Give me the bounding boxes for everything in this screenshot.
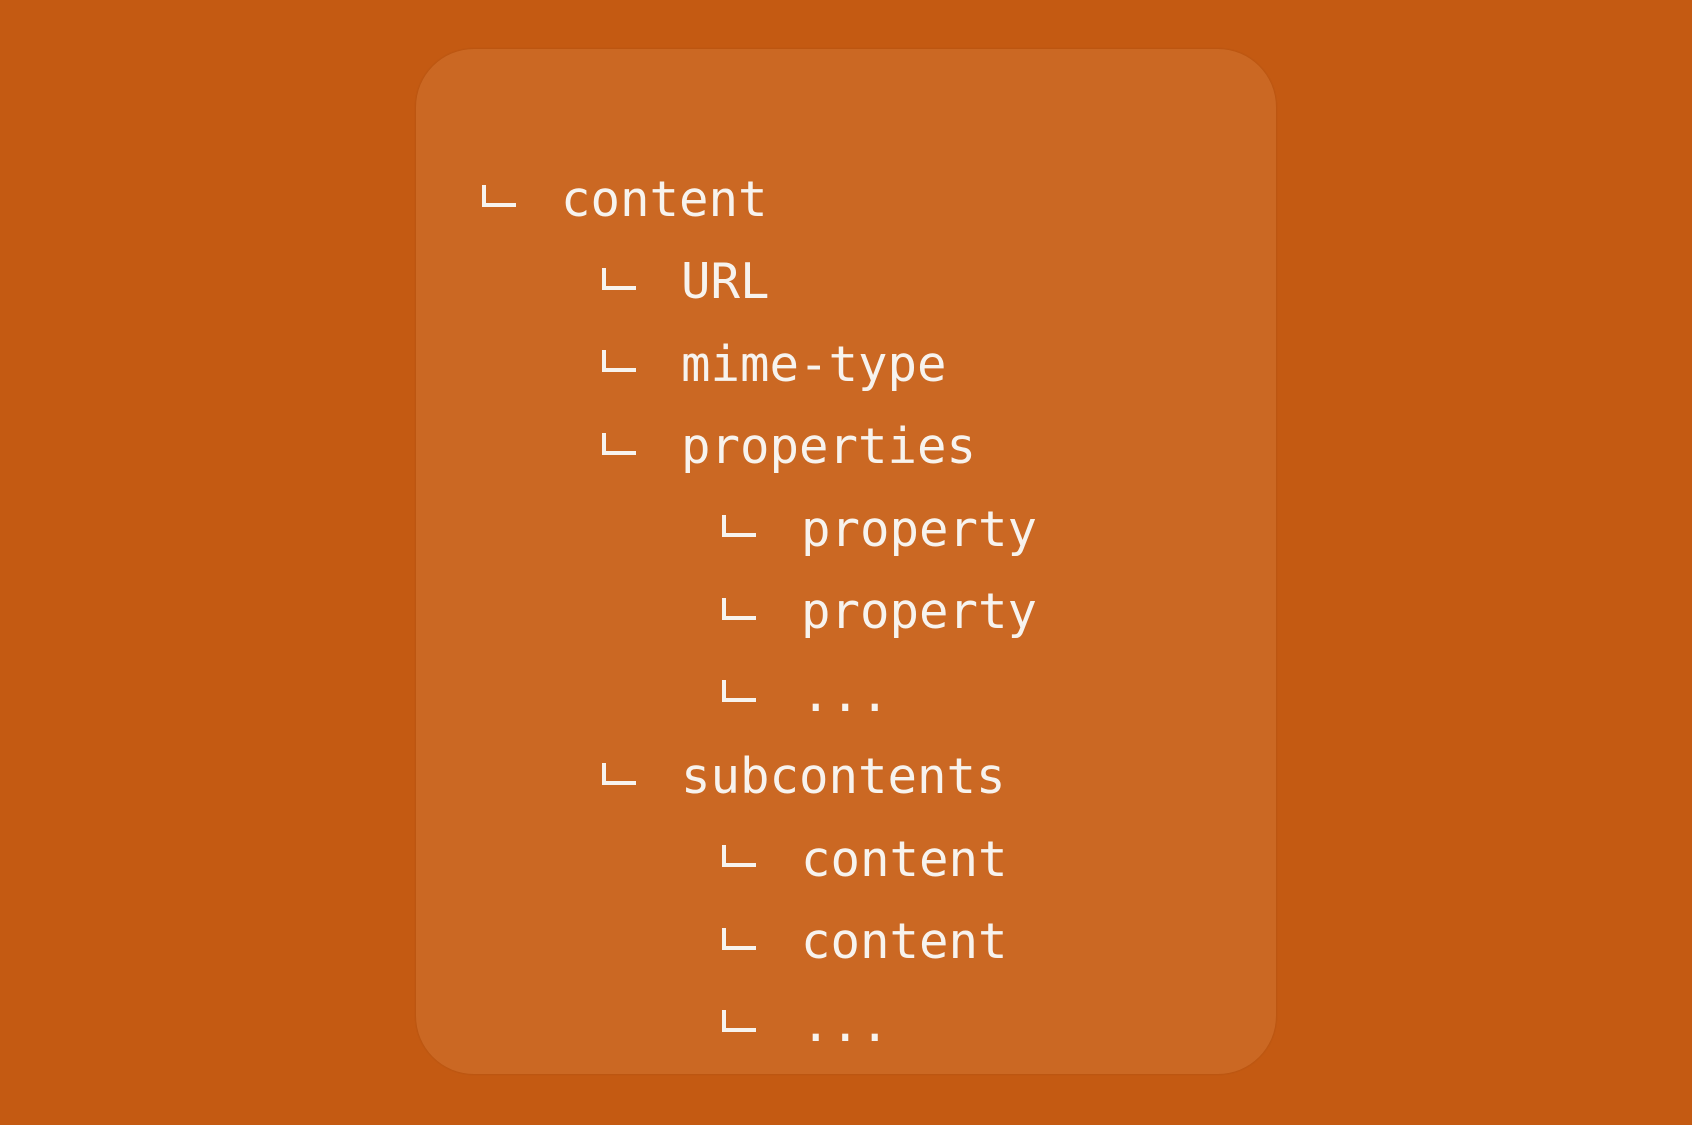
- tree-branch-connector-icon: [722, 927, 756, 950]
- tree-node: property: [722, 576, 1037, 648]
- tree-node-label: properties: [681, 418, 977, 475]
- tree-node: subcontents: [602, 741, 1006, 813]
- tree-node: URL: [602, 246, 770, 318]
- tree-node: ...: [722, 658, 890, 730]
- tree-node: content: [722, 823, 1008, 895]
- tree-branch-connector-icon: [722, 515, 756, 537]
- tree-node: content: [722, 906, 1008, 978]
- tree-node: content: [482, 163, 768, 235]
- tree-card: content URL mime-type properties propert…: [416, 49, 1276, 1074]
- tree-node-label: content: [561, 170, 768, 228]
- tree-branch-connector-icon: [602, 762, 636, 785]
- tree-node-label: subcontents: [681, 748, 1006, 805]
- tree-branch-connector-icon: [602, 350, 636, 372]
- tree-node-label: content: [801, 830, 1008, 888]
- tree-branch-connector-icon: [722, 845, 756, 867]
- tree-branch-connector-icon: [722, 680, 756, 702]
- tree-branch-connector-icon: [602, 432, 636, 455]
- tree-branch-connector-icon: [482, 185, 516, 207]
- tree-node: properties: [602, 411, 976, 483]
- tree-node-label: ...: [801, 665, 890, 723]
- tree-node-label: mime-type: [681, 335, 947, 393]
- tree-branch-connector-icon: [602, 267, 636, 290]
- tree-branch-connector-icon: [722, 1010, 756, 1032]
- tree-node-label: ...: [801, 995, 890, 1053]
- tree-node-label: property: [801, 583, 1038, 640]
- tree-node: mime-type: [602, 328, 947, 400]
- tree-node-label: URL: [681, 253, 770, 310]
- tree-node: ...: [722, 988, 890, 1060]
- tree-branch-connector-icon: [722, 597, 756, 620]
- tree-node: property: [722, 493, 1037, 565]
- tree-node-label: property: [801, 500, 1038, 558]
- tree-node-label: content: [801, 913, 1008, 970]
- content-tree: content URL mime-type properties propert…: [416, 49, 1276, 1074]
